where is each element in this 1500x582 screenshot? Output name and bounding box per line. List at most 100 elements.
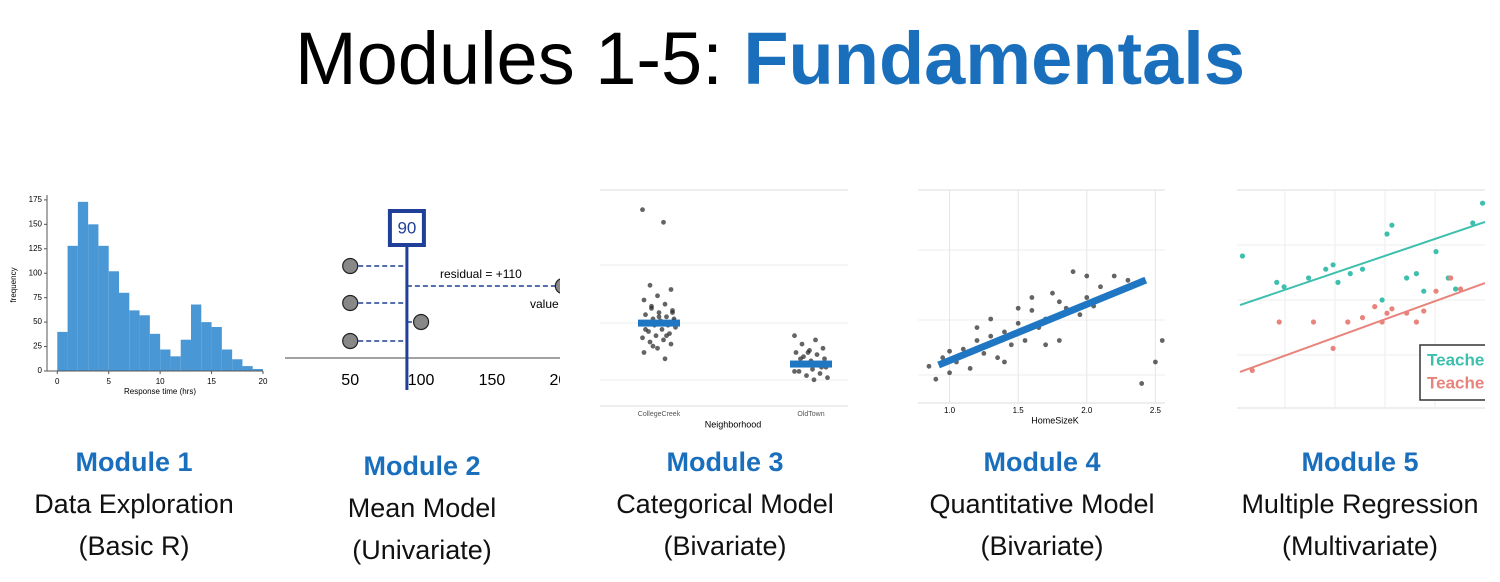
y-axis-label: frequency	[9, 267, 18, 302]
data-point	[981, 351, 987, 356]
data-point	[805, 350, 811, 355]
data-point	[664, 314, 669, 320]
data-point	[1249, 367, 1255, 373]
y-tick-label: 125	[29, 244, 43, 253]
x-tick-label: 0	[55, 377, 60, 386]
data-point	[1335, 279, 1341, 285]
data-point	[640, 207, 645, 213]
module-label: Module 1	[75, 447, 192, 477]
data-point	[659, 327, 665, 332]
data-point	[1002, 359, 1007, 365]
module-label: Module 5	[1301, 447, 1418, 477]
y-tick-label: 50	[33, 317, 42, 326]
data-point	[1043, 342, 1049, 348]
data-point	[656, 314, 662, 320]
data-point	[1050, 290, 1055, 296]
histogram-bar	[57, 331, 68, 371]
histogram-bar	[170, 356, 181, 371]
data-point	[1070, 269, 1076, 275]
data-point	[1008, 342, 1014, 348]
x-axis-label: HomeSizeK	[1031, 415, 1079, 425]
data-point	[1433, 288, 1439, 294]
data-point	[1389, 306, 1395, 312]
data-point	[664, 333, 669, 339]
legend-box	[1419, 344, 1485, 401]
histogram-bar	[129, 310, 140, 371]
data-point	[995, 355, 1000, 361]
histogram-bar	[252, 369, 263, 371]
data-point	[650, 343, 656, 349]
data-point	[793, 350, 799, 355]
data-point	[814, 352, 820, 357]
data-point	[947, 370, 952, 376]
data-point	[1125, 277, 1131, 283]
histogram-bar	[211, 327, 222, 371]
histogram-bar	[119, 292, 130, 371]
data-point	[947, 348, 952, 354]
fit-line	[937, 276, 1148, 369]
histogram-bar	[67, 245, 78, 371]
data-point	[670, 310, 675, 315]
module-name: Data Exploration	[34, 489, 234, 519]
histogram-bar	[201, 322, 212, 371]
y-tick-label: 100	[29, 268, 43, 277]
data-point	[1098, 284, 1103, 290]
grouped-panel: Teache Teache	[1239, 200, 1485, 401]
data-point	[1056, 338, 1062, 343]
data-point	[641, 297, 647, 303]
data-point	[554, 278, 560, 294]
data-point	[1111, 273, 1117, 279]
data-point	[988, 316, 994, 322]
data-point	[1421, 308, 1427, 314]
data-point	[668, 287, 674, 292]
slide-title: Modules 1-5: Fundamentals	[295, 17, 1245, 100]
title-prefix: Modules 1-5:	[295, 17, 723, 100]
residual-label: residual = +110	[440, 267, 522, 281]
module-label: Module 4	[983, 447, 1100, 477]
histogram-bar	[232, 359, 243, 371]
histogram-bar	[160, 349, 171, 371]
data-point	[1330, 345, 1336, 351]
data-point	[649, 306, 654, 311]
data-point	[643, 312, 648, 318]
data-point	[1421, 288, 1427, 294]
data-point	[1310, 319, 1317, 325]
data-point	[798, 356, 803, 362]
data-point	[792, 369, 797, 374]
data-point	[1029, 295, 1035, 300]
y-tick-label: 75	[33, 293, 42, 302]
data-point	[1152, 359, 1158, 365]
data-point	[1404, 310, 1410, 316]
histogram-bar	[98, 245, 109, 371]
panel-frames	[600, 189, 1485, 409]
x-axis-label: Neighborhood	[705, 419, 762, 429]
data-point	[820, 345, 826, 351]
data-point	[342, 294, 359, 312]
data-point	[940, 355, 946, 361]
data-point	[643, 327, 648, 332]
x-tick-label: 1.5	[1013, 406, 1025, 415]
data-point	[1448, 275, 1454, 281]
data-point	[412, 313, 430, 331]
data-point	[662, 301, 668, 307]
data-point	[655, 293, 660, 299]
data-point	[796, 369, 802, 374]
x-tick-label: 100	[408, 372, 435, 389]
fit-line	[1239, 282, 1485, 373]
data-point	[1372, 304, 1378, 310]
x-tick-label: 10	[156, 377, 165, 386]
data-point	[813, 337, 818, 343]
histogram-bar	[77, 201, 89, 371]
x-tick-label: 15	[207, 377, 216, 386]
data-point	[804, 373, 809, 378]
data-point	[1347, 271, 1353, 277]
data-point	[960, 346, 966, 352]
data-point	[668, 341, 674, 347]
data-point	[1306, 275, 1312, 281]
x-tick-label: 20	[259, 377, 268, 386]
data-point	[974, 325, 980, 330]
value-label: value	[530, 297, 559, 311]
data-point	[1479, 200, 1485, 206]
data-point	[661, 337, 666, 343]
data-point	[1056, 299, 1062, 305]
